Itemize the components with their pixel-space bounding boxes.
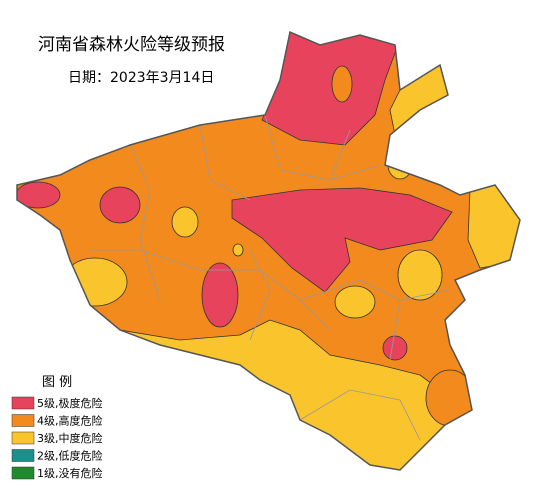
region-level4	[331, 65, 353, 103]
map-date: 日期：2023年3月14日	[68, 70, 214, 86]
legend-items: 5级,极度危险 4级,高度危险 3级,中度危险 2级,低度危险 1级,没有危险	[11, 396, 103, 480]
region-level5	[17, 181, 61, 209]
region-level5	[201, 262, 239, 328]
region-level3	[397, 249, 443, 301]
legend-label: 4级,高度危险	[37, 414, 103, 428]
legend: 图 例 5级,极度危险 4级,高度危险 3级,中度危险 2级,低度危险 1级,没有危险	[6, 372, 134, 482]
legend-title: 图 例	[42, 375, 72, 390]
legend-swatch	[11, 466, 35, 480]
legend-label: 5级,极度危险	[37, 396, 103, 410]
legend-box	[6, 372, 134, 482]
region-level3	[171, 206, 199, 238]
province-border	[16, 30, 521, 471]
legend-swatch	[11, 431, 35, 445]
region-level5	[99, 186, 141, 224]
legend-swatch	[11, 449, 35, 462]
region-level3	[232, 243, 244, 257]
county-border	[90, 114, 451, 441]
region-level5	[382, 335, 408, 361]
region-level5	[231, 187, 453, 293]
legend-label: 3级,中度危险	[37, 431, 103, 445]
map-title: 河南省森林火险等级预报	[38, 35, 225, 55]
legend-label: 1级,没有危险	[37, 466, 103, 480]
legend-swatch	[11, 396, 35, 410]
legend-label: 2级,低度危险	[37, 449, 103, 463]
legend-swatch	[11, 414, 35, 427]
region-level3	[334, 285, 376, 319]
